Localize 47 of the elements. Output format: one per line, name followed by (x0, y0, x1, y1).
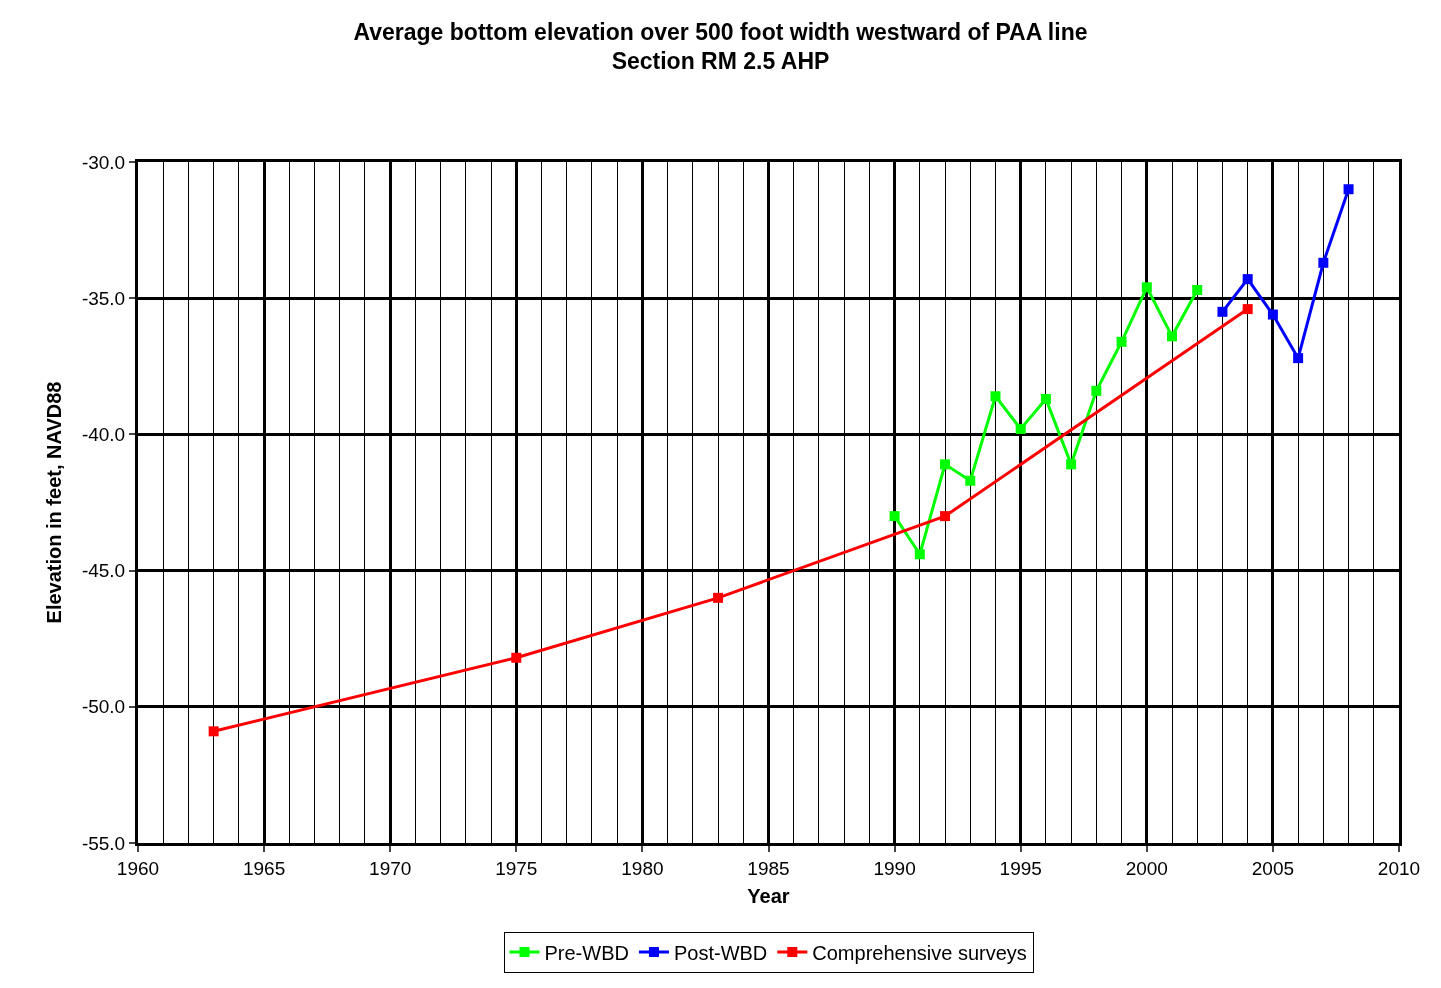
legend-label: Post-WBD (673, 941, 768, 964)
point (1116, 336, 1127, 347)
y-tick-label: -40.0 (81, 424, 126, 446)
x-tick-label: 2010 (1377, 857, 1421, 879)
y-tick-label: -45.0 (81, 560, 126, 582)
point (1217, 306, 1228, 317)
point (511, 652, 522, 663)
y-tick-label: -30.0 (81, 151, 126, 173)
point (1167, 331, 1178, 342)
legend-label: Pre-WBD (544, 941, 629, 964)
point (914, 549, 925, 560)
y-tick-label: -55.0 (81, 832, 126, 854)
x-tick-label: 1990 (873, 857, 916, 879)
point (1343, 184, 1354, 195)
y-tick-label: -50.0 (81, 696, 126, 718)
point (1040, 393, 1051, 404)
point (965, 475, 976, 486)
x-tick-label: 2005 (1251, 857, 1295, 879)
x-axis-title: Year (747, 885, 790, 908)
point (1242, 274, 1253, 285)
x-tick-label: 1960 (116, 857, 160, 879)
point (713, 592, 724, 603)
point (940, 459, 951, 470)
y-tick-label: -35.0 (81, 287, 126, 309)
point (208, 726, 219, 737)
point (1242, 304, 1253, 315)
x-tick-label: 1975 (495, 857, 538, 879)
point (1267, 309, 1278, 320)
point (1293, 353, 1304, 364)
point (889, 511, 900, 522)
x-tick-label: 1985 (747, 857, 790, 879)
point (1141, 282, 1152, 293)
point (1015, 423, 1026, 434)
point (990, 391, 1001, 402)
point (1066, 459, 1077, 470)
x-tick-label: 1965 (242, 857, 286, 879)
point (1192, 285, 1203, 296)
legend-label: Comprehensive surveys (812, 941, 1027, 964)
x-tick-label: 1980 (621, 857, 664, 879)
point (1091, 385, 1102, 396)
point (940, 511, 951, 522)
y-axis-title: Elevation in feet, NAVD88 (43, 381, 66, 624)
chart-title: Average bottom elevation over 500 foot width westward of PAA line Section RM 2.5 AHP (353, 18, 1088, 75)
x-tick-label: 2000 (1125, 857, 1168, 879)
point (1318, 257, 1329, 268)
x-tick-label: 1995 (999, 857, 1042, 879)
x-tick-label: 1970 (369, 857, 412, 879)
